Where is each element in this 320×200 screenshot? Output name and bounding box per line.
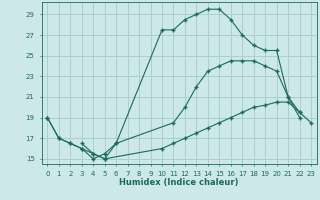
X-axis label: Humidex (Indice chaleur): Humidex (Indice chaleur) bbox=[119, 178, 239, 187]
